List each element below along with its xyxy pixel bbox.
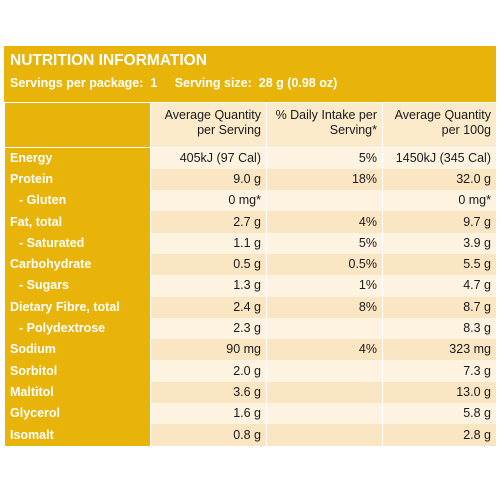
per-serving-value: 405kJ (97 Cal) bbox=[150, 147, 267, 169]
table-row: Sorbitol 2.0 g 7.3 g bbox=[4, 360, 497, 382]
daily-intake-value: 4% bbox=[266, 339, 383, 361]
column-header-text: Serving* bbox=[329, 123, 377, 137]
per-100g-value: 1450kJ (345 Cal) bbox=[382, 147, 497, 169]
column-header-text: % Daily Intake per bbox=[275, 108, 377, 122]
table-row: - Sugars 1.3 g 1% 4.7 g bbox=[4, 275, 497, 297]
per-100g-value: 4.7 g bbox=[382, 275, 497, 297]
serving-size-value: 28 g (0.98 oz) bbox=[258, 76, 338, 90]
column-header-row: Average Quantity per Serving % Daily Int… bbox=[4, 102, 497, 148]
nutrient-name: Protein bbox=[4, 168, 151, 191]
table-row: - Saturated 1.1 g 5% 3.9 g bbox=[4, 232, 497, 254]
table-row: Fat, total 2.7 g 4% 9.7 g bbox=[4, 211, 497, 233]
nutrient-name: Sorbitol bbox=[4, 360, 151, 382]
nutrient-name: Isomalt bbox=[4, 424, 151, 446]
column-header-avg-100g: Average Quantity per 100g bbox=[382, 102, 497, 148]
daily-intake-value bbox=[266, 424, 383, 446]
per-serving-value: 90 mg bbox=[150, 339, 267, 361]
per-100g-value: 323 mg bbox=[382, 339, 497, 361]
nutrition-table: Average Quantity per Serving % Daily Int… bbox=[4, 102, 497, 446]
daily-intake-value: 5% bbox=[266, 232, 383, 254]
column-header-daily-intake: % Daily Intake per Serving* bbox=[266, 102, 383, 148]
table-row: - Gluten 0 mg* 0 mg* bbox=[4, 190, 497, 212]
per-100g-value: 0 mg* bbox=[382, 190, 497, 212]
per-serving-value: 0.8 g bbox=[150, 424, 267, 446]
daily-intake-value: 0.5% bbox=[266, 253, 383, 276]
per-100g-value: 8.3 g bbox=[382, 317, 497, 340]
daily-intake-value bbox=[266, 403, 383, 425]
table-row: - Polydextrose 2.3 g 8.3 g bbox=[4, 317, 497, 340]
daily-intake-value: 4% bbox=[266, 211, 383, 233]
serving-size-label: Serving size: bbox=[174, 76, 252, 90]
nutrient-name: Glycerol bbox=[4, 403, 151, 425]
daily-intake-value: 1% bbox=[266, 275, 383, 297]
column-header-blank bbox=[4, 102, 151, 148]
table-row: Energy 405kJ (97 Cal) 5% 1450kJ (345 Cal) bbox=[4, 147, 497, 169]
per-100g-value: 5.5 g bbox=[382, 253, 497, 276]
table-row: Sodium 90 mg 4% 323 mg bbox=[4, 339, 497, 361]
daily-intake-value: 8% bbox=[266, 296, 383, 318]
column-header-text: Average Quantity bbox=[394, 108, 491, 122]
per-serving-value: 1.6 g bbox=[150, 403, 267, 425]
per-100g-value: 13.0 g bbox=[382, 381, 497, 404]
per-100g-value: 2.8 g bbox=[382, 424, 497, 446]
per-serving-value: 2.4 g bbox=[150, 296, 267, 318]
nutrient-name: - Polydextrose bbox=[4, 317, 151, 340]
per-serving-value: 0 mg* bbox=[150, 190, 267, 212]
nutrient-name: - Saturated bbox=[4, 232, 151, 254]
per-serving-value: 2.7 g bbox=[150, 211, 267, 233]
nutrient-name: - Sugars bbox=[4, 275, 151, 297]
per-serving-value: 0.5 g bbox=[150, 253, 267, 276]
nutrient-name: Maltitol bbox=[4, 381, 151, 404]
nutrient-name: Carbohydrate bbox=[4, 253, 151, 276]
table-row: Isomalt 0.8 g 2.8 g bbox=[4, 424, 497, 446]
column-header-text: per Serving bbox=[197, 123, 261, 137]
daily-intake-value bbox=[266, 190, 383, 212]
per-100g-value: 32.0 g bbox=[382, 168, 497, 191]
servings-label: Servings per package: bbox=[10, 76, 144, 90]
per-serving-value: 9.0 g bbox=[150, 168, 267, 191]
servings-line: Servings per package: 1 Serving size: 28… bbox=[10, 75, 496, 91]
per-serving-value: 3.6 g bbox=[150, 381, 267, 404]
nutrient-name: Sodium bbox=[4, 339, 151, 361]
daily-intake-value bbox=[266, 360, 383, 382]
nutrient-name: Dietary Fibre, total bbox=[4, 296, 151, 318]
per-100g-value: 7.3 g bbox=[382, 360, 497, 382]
panel-header: NUTRITION INFORMATION Servings per packa… bbox=[4, 46, 496, 102]
table-row: Dietary Fibre, total 2.4 g 8% 8.7 g bbox=[4, 296, 497, 318]
daily-intake-value bbox=[266, 317, 383, 340]
per-100g-value: 5.8 g bbox=[382, 403, 497, 425]
per-serving-value: 1.3 g bbox=[150, 275, 267, 297]
column-header-text: per 100g bbox=[441, 123, 491, 137]
column-header-text: Average Quantity bbox=[164, 108, 261, 122]
per-serving-value: 2.0 g bbox=[150, 360, 267, 382]
per-100g-value: 3.9 g bbox=[382, 232, 497, 254]
table-row: Protein 9.0 g 18% 32.0 g bbox=[4, 168, 497, 191]
servings-value: 1 bbox=[150, 76, 158, 90]
nutrition-panel: NUTRITION INFORMATION Servings per packa… bbox=[4, 46, 497, 451]
per-100g-value: 8.7 g bbox=[382, 296, 497, 318]
nutrient-name: Fat, total bbox=[4, 211, 151, 233]
daily-intake-value: 18% bbox=[266, 168, 383, 191]
table-row: Maltitol 3.6 g 13.0 g bbox=[4, 381, 497, 404]
daily-intake-value bbox=[266, 381, 383, 404]
per-100g-value: 9.7 g bbox=[382, 211, 497, 233]
daily-intake-value: 5% bbox=[266, 147, 383, 169]
per-serving-value: 1.1 g bbox=[150, 232, 267, 254]
panel-title: NUTRITION INFORMATION bbox=[10, 52, 207, 69]
table-row: Glycerol 1.6 g 5.8 g bbox=[4, 403, 497, 425]
column-header-avg-serving: Average Quantity per Serving bbox=[150, 102, 267, 148]
per-serving-value: 2.3 g bbox=[150, 317, 267, 340]
nutrient-name: - Gluten bbox=[4, 190, 151, 212]
nutrient-name: Energy bbox=[4, 147, 151, 169]
table-row: Carbohydrate 0.5 g 0.5% 5.5 g bbox=[4, 253, 497, 276]
